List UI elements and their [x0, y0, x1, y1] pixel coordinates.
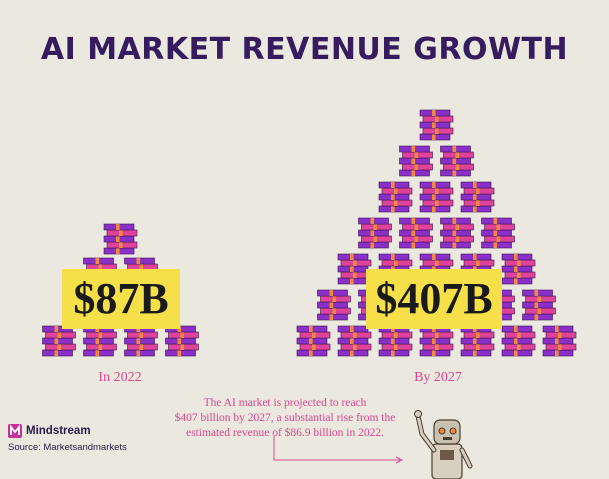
money-stack-icon	[419, 109, 454, 141]
money-stack-icon	[419, 325, 454, 357]
money-stack-icon	[440, 217, 474, 249]
money-stack-icon	[501, 325, 536, 357]
money-stack-icon	[337, 253, 372, 285]
money-stack-icon	[83, 325, 117, 357]
money-stack-icon	[358, 217, 392, 249]
money-stack-icon	[419, 181, 454, 213]
money-stack-icon	[317, 289, 351, 321]
money-stack-icon	[501, 253, 536, 285]
annotation-line: The AI market is projected to reach	[203, 397, 367, 409]
annotation-arrow-icon	[273, 436, 404, 464]
money-stack-icon	[399, 145, 433, 177]
category-label-2022: In 2022	[98, 370, 142, 385]
mindstream-logo-icon	[8, 424, 22, 438]
money-stack-icon	[542, 325, 577, 357]
money-stack-icon	[460, 325, 495, 357]
money-stack-icon	[103, 223, 138, 255]
chart-title: AI MARKET REVENUE GROWTH	[40, 32, 569, 67]
robot-pointing-icon	[414, 410, 473, 479]
money-stack-icon	[399, 217, 433, 249]
money-stack-icon	[165, 325, 199, 357]
money-stack-icon	[296, 325, 331, 357]
money-stack-icon	[460, 181, 495, 213]
annotation-text: The AI market is projected to reach $407…	[140, 396, 430, 441]
value-label-2027: $407B	[366, 269, 502, 329]
money-stack-icon	[337, 325, 372, 357]
annotation-line: estimated revenue of $86.9 billion in 20…	[185, 427, 384, 439]
brand: Mindstream	[8, 424, 91, 438]
value-label-2022: $87B	[62, 269, 180, 329]
source-text: Source: Marketsandmarkets	[8, 442, 127, 453]
money-stack-icon	[378, 325, 413, 357]
money-stack-icon	[42, 325, 76, 357]
annotation-line: $407 billion by 2027, a substantial rise…	[174, 412, 396, 424]
money-stack-icon	[481, 217, 515, 249]
brand-name: Mindstream	[26, 425, 91, 437]
money-stack-icon	[378, 181, 413, 213]
money-stack-icon	[440, 145, 474, 177]
category-label-2027: By 2027	[414, 370, 462, 385]
money-stack-icon	[522, 289, 556, 321]
money-stack-icon	[124, 325, 158, 357]
